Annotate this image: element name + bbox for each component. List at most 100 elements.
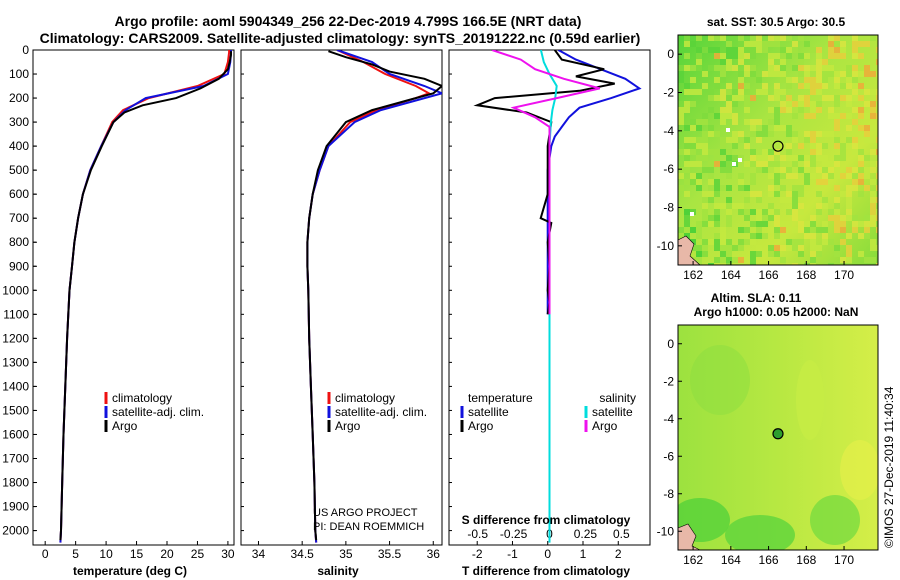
map-x-tick-label: 162 — [683, 268, 703, 282]
legend-temperature-title: temperature — [468, 391, 533, 405]
map-y-tick-label: -4 — [663, 412, 674, 426]
map-y-tick-label: 0 — [667, 337, 674, 351]
legend-climatology-label: climatology — [335, 391, 395, 405]
depth-tick-label: 500 — [9, 163, 29, 177]
map-x-tick-label: 170 — [834, 268, 854, 282]
legend-s-argo-label: Argo — [592, 419, 618, 433]
sst-map-axes: 162 164 166 168 170 0 -2 -4 -6 -8 -10 — [657, 47, 855, 282]
x-tick-label: 2 — [615, 547, 622, 561]
legend-argo-label: Argo — [335, 419, 361, 433]
depth-tick-label: 200 — [9, 91, 29, 105]
x-tick-label: 36 — [427, 547, 441, 561]
series-argo — [306, 50, 442, 541]
map-x-tick-label: 166 — [759, 553, 779, 567]
x-tick-label: 5 — [72, 547, 79, 561]
depth-tick-label: 700 — [9, 211, 29, 225]
x-tick-label: 34.5 — [290, 547, 314, 561]
depth-tick-label: 1400 — [2, 379, 29, 393]
map-x-tick-label: 162 — [683, 553, 703, 567]
x-tick-label: 35 — [339, 547, 353, 561]
legend-satellite-label: satellite-adj. clim. — [112, 405, 204, 419]
map-x-tick-label: 164 — [721, 553, 741, 567]
depth-tick-label: 400 — [9, 139, 29, 153]
map-y-tick-label: -6 — [663, 162, 674, 176]
temperature-lines — [59, 50, 232, 543]
x-tick-label: 1 — [580, 547, 587, 561]
series-climatology — [59, 50, 231, 543]
title-line-2: Climatology: CARS2009. Satellite-adjuste… — [40, 30, 641, 46]
depth-tick-label: 1500 — [2, 403, 29, 417]
s-diff-tick-label: -0.5 — [467, 527, 488, 541]
map-y-tick-label: -2 — [663, 374, 674, 388]
map-y-tick-label: -8 — [663, 487, 674, 501]
sla-map-axes: 162 164 166 168 170 0 -2 -4 -6 -8 -10 — [657, 337, 855, 567]
depth-tick-label: 1800 — [2, 476, 29, 490]
s-diff-tick-label: 0.5 — [613, 527, 630, 541]
credit-line-1: US ARGO PROJECT — [313, 507, 418, 519]
s-diff-tick-label: -0.25 — [500, 527, 528, 541]
series-argo — [59, 51, 232, 541]
difference-xlabel: T difference from climatology — [462, 564, 630, 578]
salinity-legend: climatology satellite-adj. clim. Argo — [327, 391, 427, 433]
title-line-1: Argo profile: aoml 5904349_256 22-Dec-20… — [115, 13, 582, 29]
sst-map: 162 164 166 168 170 0 -2 -4 -6 -8 -10 — [657, 34, 879, 282]
depth-tick-label: 900 — [9, 259, 29, 273]
legend-climatology-label: climatology — [112, 391, 172, 405]
map-y-tick-label: -10 — [657, 524, 675, 538]
x-tick-label: 30 — [221, 547, 235, 561]
map-x-tick-label: 168 — [796, 553, 816, 567]
argo-location-marker — [772, 428, 784, 440]
salinity-panel-frame — [240, 49, 443, 546]
difference-panel-frame — [448, 49, 651, 546]
map-y-tick-label: -8 — [663, 201, 674, 215]
depth-tick-label: 800 — [9, 235, 29, 249]
legend-s-satellite-label: satellite — [592, 405, 633, 419]
depth-tick-label: 1300 — [2, 355, 29, 369]
x-tick-label: 0 — [42, 547, 49, 561]
depth-tick-label: 0 — [22, 43, 29, 57]
sla-map-title-2: Argo h1000: 0.05 h2000: NaN — [694, 305, 859, 319]
legend-satellite-label: satellite-adj. clim. — [335, 405, 427, 419]
depth-axis: 0 100 200 300 400 500 600 700 800 900 1000 1100 1200… — [2, 43, 452, 538]
map-y-tick-label: -4 — [663, 124, 674, 138]
series-climatology — [306, 50, 432, 543]
sla-map-title-1: Altim. SLA: 0.11 — [711, 291, 802, 305]
difference-lines — [473, 50, 642, 543]
x-tick-label: 10 — [99, 547, 113, 561]
x-tick-label: 25 — [191, 547, 205, 561]
series-satellite-adj-clim- — [59, 50, 232, 543]
temperature-panel-frame — [32, 49, 235, 546]
difference-xlabel-salinity: S difference from climatology — [462, 513, 631, 527]
x-tick-label: -2 — [472, 547, 483, 561]
depth-tick-label: 100 — [9, 67, 29, 81]
map-x-tick-label: 170 — [834, 553, 854, 567]
x-tick-label: 0 — [544, 547, 551, 561]
sla-map-features — [678, 345, 878, 550]
salinity-x-axis: 34 34.5 35 35.5 36 — [252, 541, 440, 561]
depth-tick-label: 1700 — [2, 451, 29, 465]
depth-tick-label: 600 — [9, 187, 29, 201]
depth-tick-label: 300 — [9, 115, 29, 129]
depth-tick-label: 2000 — [2, 524, 29, 538]
x-tick-label: -1 — [507, 547, 518, 561]
depth-tick-label: 1000 — [2, 283, 29, 297]
depth-tick-label: 1200 — [2, 331, 29, 345]
sst-map-cells — [678, 35, 878, 265]
map-y-tick-label: -10 — [657, 239, 675, 253]
legend-t-argo-label: Argo — [468, 419, 494, 433]
temperature-xlabel: temperature (deg C) — [73, 564, 187, 578]
depth-tick-label: 1100 — [3, 307, 29, 321]
map-y-tick-label: 0 — [667, 47, 674, 61]
map-x-tick-label: 168 — [796, 268, 816, 282]
sst-map-title: sat. SST: 30.5 Argo: 30.5 — [707, 15, 846, 29]
map-x-tick-label: 164 — [721, 268, 741, 282]
x-tick-label: 15 — [130, 547, 144, 561]
map-x-tick-label: 166 — [759, 268, 779, 282]
s-diff-tick-label: 0.25 — [574, 527, 598, 541]
legend-argo-label: Argo — [112, 419, 138, 433]
x-tick-label: 20 — [160, 547, 174, 561]
temperature-legend: climatology satellite-adj. clim. Argo — [104, 391, 204, 433]
difference-legend: temperature satellite Argo salinity sate… — [460, 391, 636, 433]
temperature-x-axis: 0 5 10 15 20 25 30 — [42, 541, 235, 561]
